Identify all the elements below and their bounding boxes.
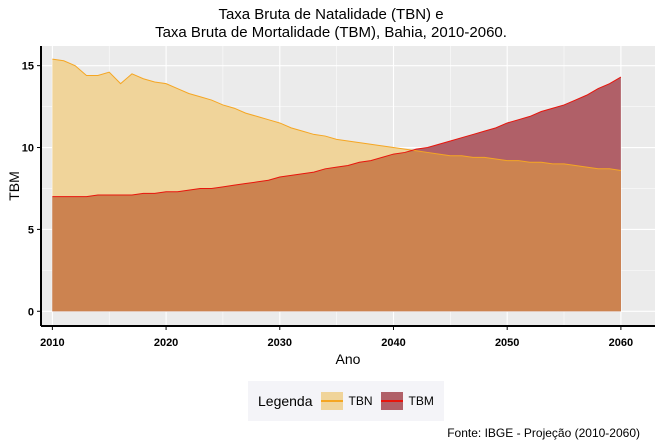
chart-subtitle: Taxa Bruta de Mortalidade (TBM), Bahia, … xyxy=(155,24,507,41)
series-overlap-area xyxy=(52,150,621,312)
x-tick-label: 2040 xyxy=(381,337,405,349)
x-tick-label: 2050 xyxy=(495,337,519,349)
chart-title: Taxa Bruta de Natalidade (TBN) e xyxy=(218,6,444,23)
legend-label-tbm: TBM xyxy=(408,394,434,408)
y-tick-label: 10 xyxy=(22,143,34,155)
x-tick-label: 2010 xyxy=(40,337,64,349)
y-axis-title: TBM xyxy=(6,171,22,201)
legend-label-tbn: TBN xyxy=(348,394,373,408)
source-caption: Fonte: IBGE - Projeção (2010-2060) xyxy=(447,426,640,440)
y-tick-label: 15 xyxy=(22,61,34,73)
legend: Legenda TBN TBM xyxy=(248,381,444,421)
x-tick-label: 2030 xyxy=(268,337,292,349)
legend-item-tbm: TBM xyxy=(380,392,434,410)
x-tick-label: 2020 xyxy=(154,337,178,349)
legend-key-tbn xyxy=(320,392,343,410)
x-axis-title: Ano xyxy=(336,351,361,367)
y-tick-label: 0 xyxy=(28,306,34,318)
series-tbn-line xyxy=(52,58,621,171)
legend-key-tbm xyxy=(380,392,403,410)
x-tick-label: 2060 xyxy=(609,337,633,349)
legend-title: Legenda xyxy=(258,393,313,409)
legend-item-tbn: TBN xyxy=(320,392,373,410)
series-tbm-line xyxy=(52,76,622,198)
y-tick-label: 5 xyxy=(28,224,34,236)
